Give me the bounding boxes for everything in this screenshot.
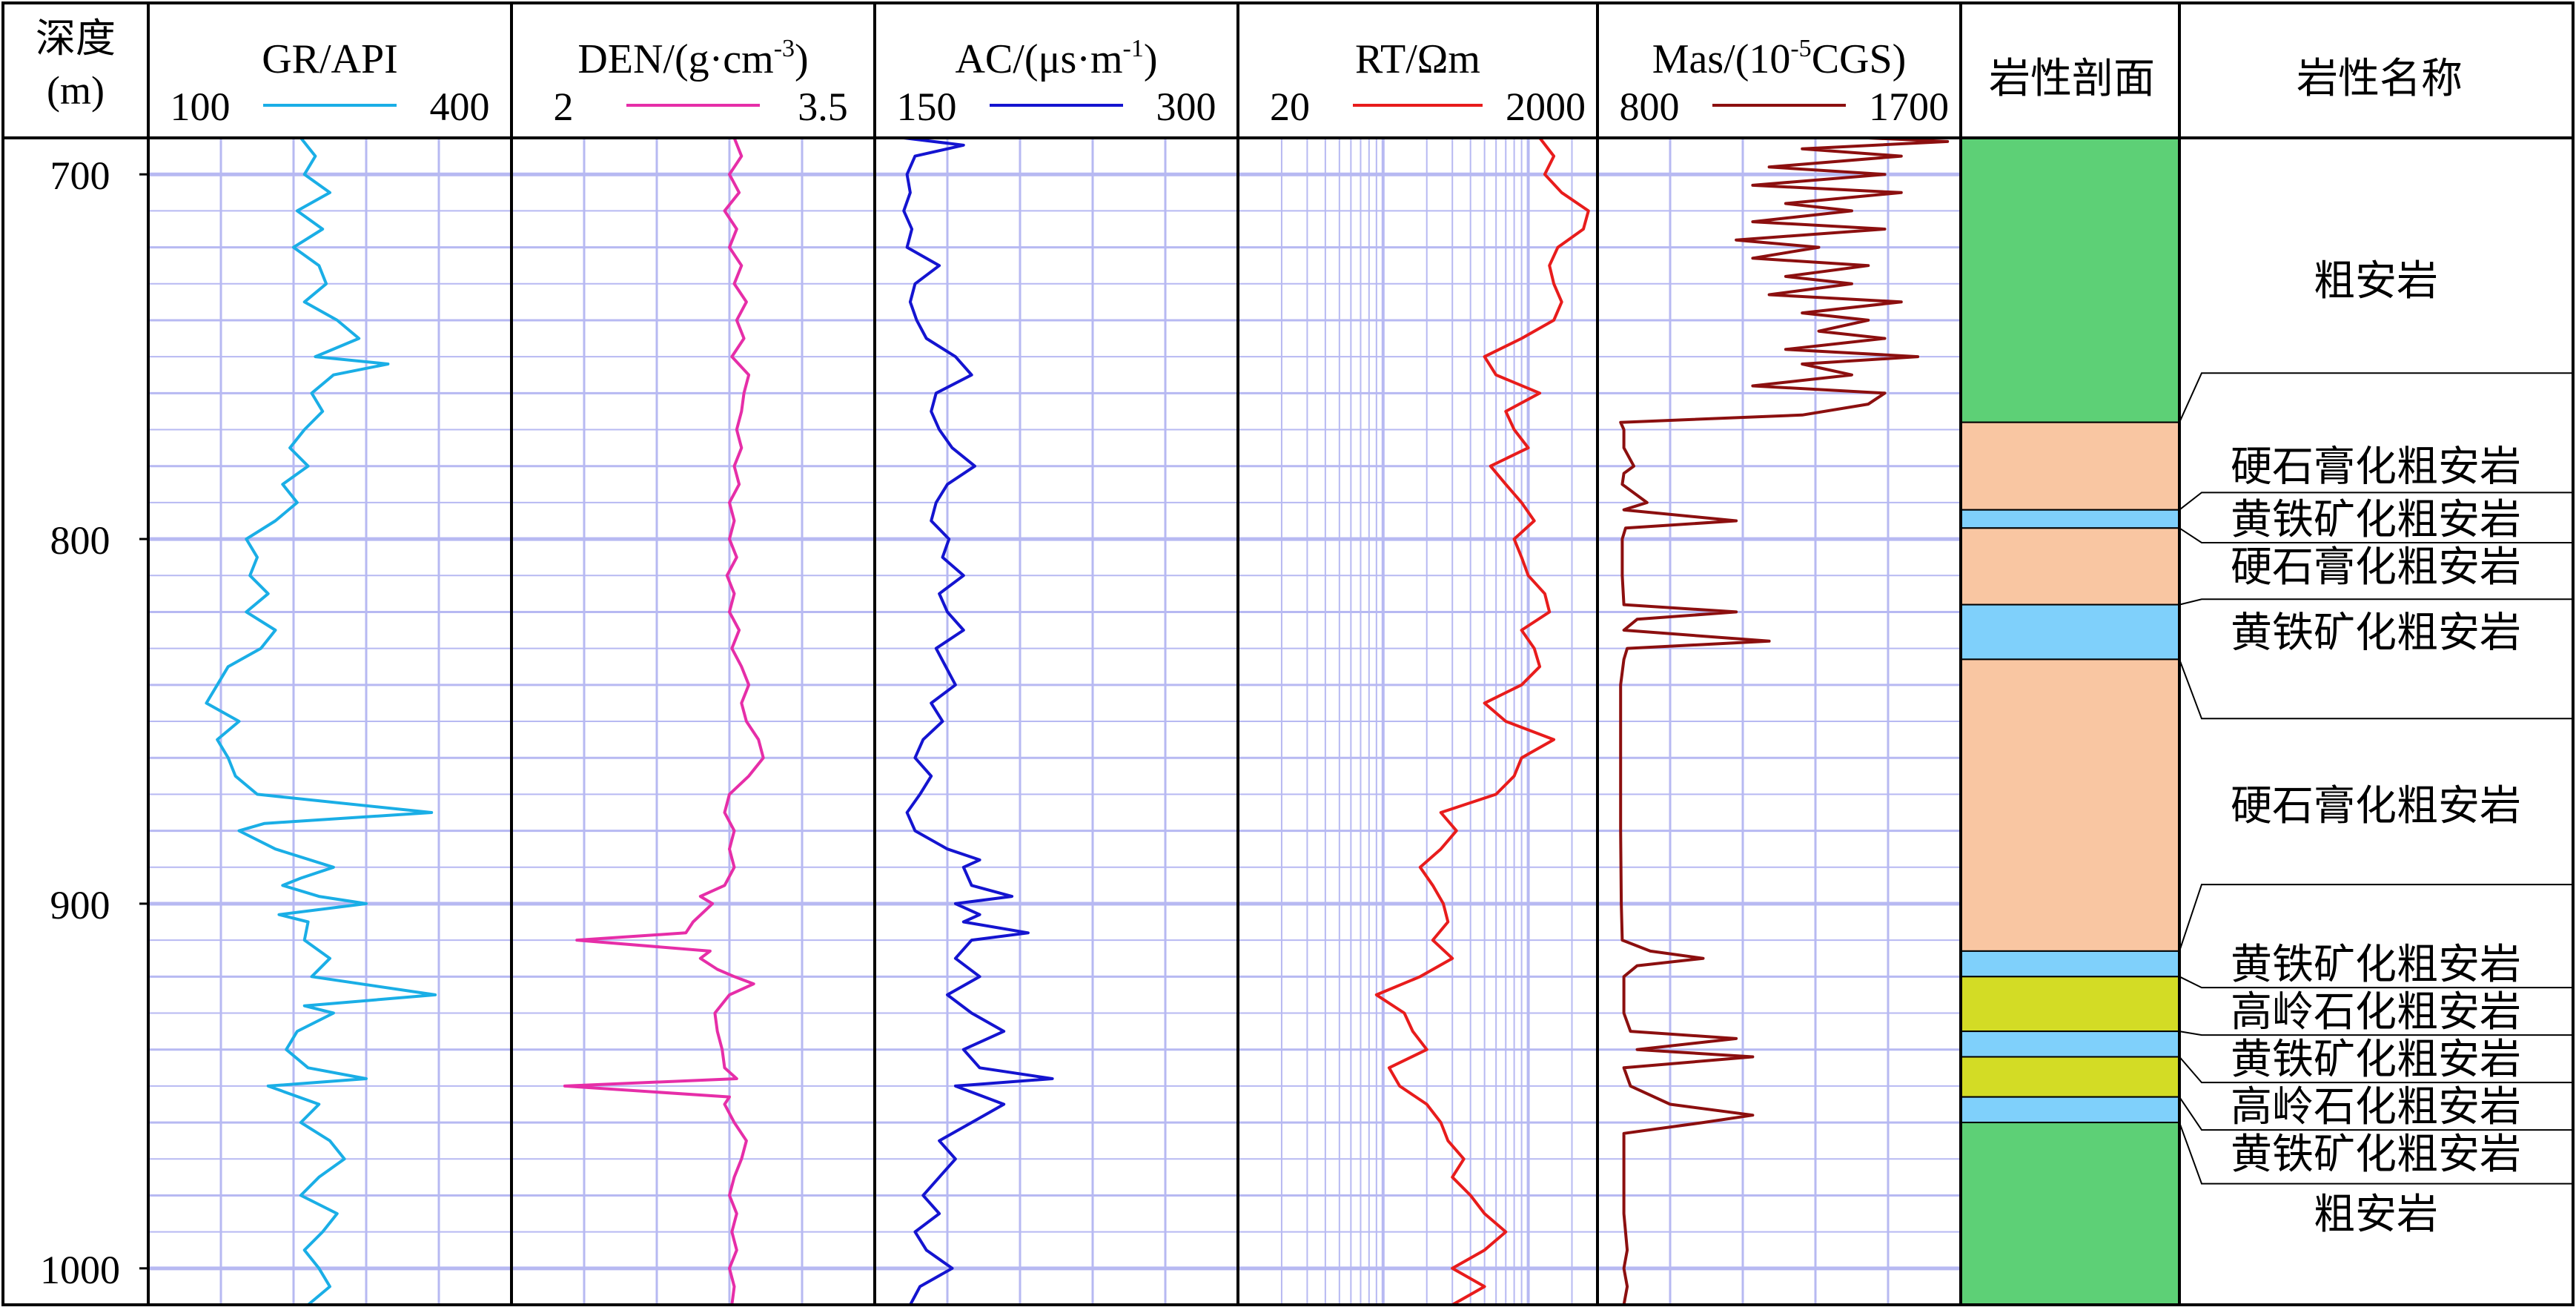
track-title-ac: AC/(μs·m-1) bbox=[955, 35, 1157, 82]
curve-rt bbox=[1374, 136, 1590, 1306]
curve-ac bbox=[902, 136, 1054, 1306]
track-scale-max-gr: 400 bbox=[430, 85, 490, 129]
lithology-name-label: 硬石膏化粗安岩 bbox=[2231, 545, 2521, 591]
lithology-name-label: 黄铁矿化粗安岩 bbox=[2231, 1132, 2521, 1178]
lithology-name-label: 黄铁矿化粗安岩 bbox=[2231, 942, 2521, 988]
lithology-name-label: 硬石膏化粗安岩 bbox=[2231, 445, 2521, 491]
lithology-layer bbox=[1960, 137, 2180, 1306]
lithology-name-label: 硬石膏化粗安岩 bbox=[2231, 784, 2521, 830]
lithology-name-label: 高岭石化粗安岩 bbox=[2231, 1085, 2521, 1131]
curve-layer bbox=[205, 136, 1950, 1306]
lithology-name-label: 粗安岩 bbox=[2314, 259, 2438, 305]
lithology-layer bbox=[1960, 976, 2180, 1033]
track-title-den: DEN/(g·cm-3) bbox=[577, 35, 808, 82]
track-scale-max-ac: 300 bbox=[1156, 85, 1216, 129]
track-scale-max-rt: 2000 bbox=[1506, 85, 1586, 129]
lithology-layer bbox=[1960, 1031, 2180, 1058]
lithology-layer bbox=[1960, 509, 2180, 529]
lithology-leader-line bbox=[2179, 598, 2572, 606]
depth-tick-label: 900 bbox=[50, 883, 110, 927]
track-scale-min-rt: 20 bbox=[1270, 85, 1310, 129]
lithology-leader-line bbox=[2179, 1031, 2572, 1036]
lithology-layer bbox=[1960, 527, 2180, 606]
lithology-layer bbox=[1960, 421, 2180, 511]
lithology-layer bbox=[1960, 1122, 2180, 1306]
lithology-layer bbox=[1960, 1096, 2180, 1124]
lithology-name-label: 粗安岩 bbox=[2314, 1192, 2438, 1238]
lithology-leader-line bbox=[2179, 1122, 2572, 1185]
lithology-leader-line bbox=[2179, 1096, 2572, 1131]
curve-den bbox=[563, 137, 765, 1306]
track-scale-min-mas: 800 bbox=[1620, 85, 1680, 129]
depth-axis-label-line2: (m) bbox=[47, 68, 105, 113]
track-scale-min-den: 2 bbox=[554, 85, 574, 129]
lithology-leader-line bbox=[2179, 372, 2572, 423]
depth-tick-label: 800 bbox=[50, 518, 110, 563]
grid-layer bbox=[148, 137, 1961, 1306]
curve-mas bbox=[1619, 136, 1950, 1306]
lithology-leader-line bbox=[2179, 884, 2572, 952]
lithology-leader-line bbox=[2179, 492, 2572, 511]
track-scale-max-den: 3.5 bbox=[798, 85, 848, 129]
lithology-name-label: 高岭石化粗安岩 bbox=[2231, 990, 2521, 1036]
track-title-mas: Mas/(10-5CGS) bbox=[1652, 35, 1907, 82]
track-scale-max-mas: 1700 bbox=[1869, 85, 1949, 129]
track-title-rt: RT/Ωm bbox=[1355, 36, 1480, 82]
track-title-gr: GR/API bbox=[262, 36, 398, 82]
lithology-name-label: 黄铁矿化粗安岩 bbox=[2231, 1037, 2521, 1083]
lithology-leader-line bbox=[2179, 1056, 2572, 1084]
curve-gr bbox=[205, 136, 437, 1306]
lithology-leader-line bbox=[2179, 659, 2572, 720]
depth-tick-label: 700 bbox=[50, 153, 110, 198]
lithology-layer bbox=[1960, 1056, 2180, 1098]
lithology-layer bbox=[1960, 603, 2180, 661]
lithology-leader-line bbox=[2179, 976, 2572, 989]
depth-tick-label: 1000 bbox=[40, 1248, 120, 1292]
lithology-name-label: 黄铁矿化粗安岩 bbox=[2231, 497, 2521, 543]
lithology-name-title: 岩性名称 bbox=[2297, 56, 2463, 102]
lithology-layer bbox=[1960, 137, 2180, 423]
lithology-layer bbox=[1960, 950, 2180, 978]
track-scale-min-ac: 150 bbox=[897, 85, 957, 129]
lithology-name-label: 黄铁矿化粗安岩 bbox=[2231, 610, 2521, 656]
lithology-leader-line bbox=[2179, 527, 2572, 544]
lithology-layer bbox=[1960, 658, 2180, 952]
track-scale-min-gr: 100 bbox=[170, 85, 231, 129]
lithology-section-title: 岩性剖面 bbox=[1989, 56, 2155, 102]
depth-axis-label-line1: 深度 bbox=[36, 16, 116, 61]
text-layer: 深度 (m) 岩性剖面 岩性名称 GR/API 100 400 DEN/(g·cm-3… bbox=[36, 16, 2521, 1292]
